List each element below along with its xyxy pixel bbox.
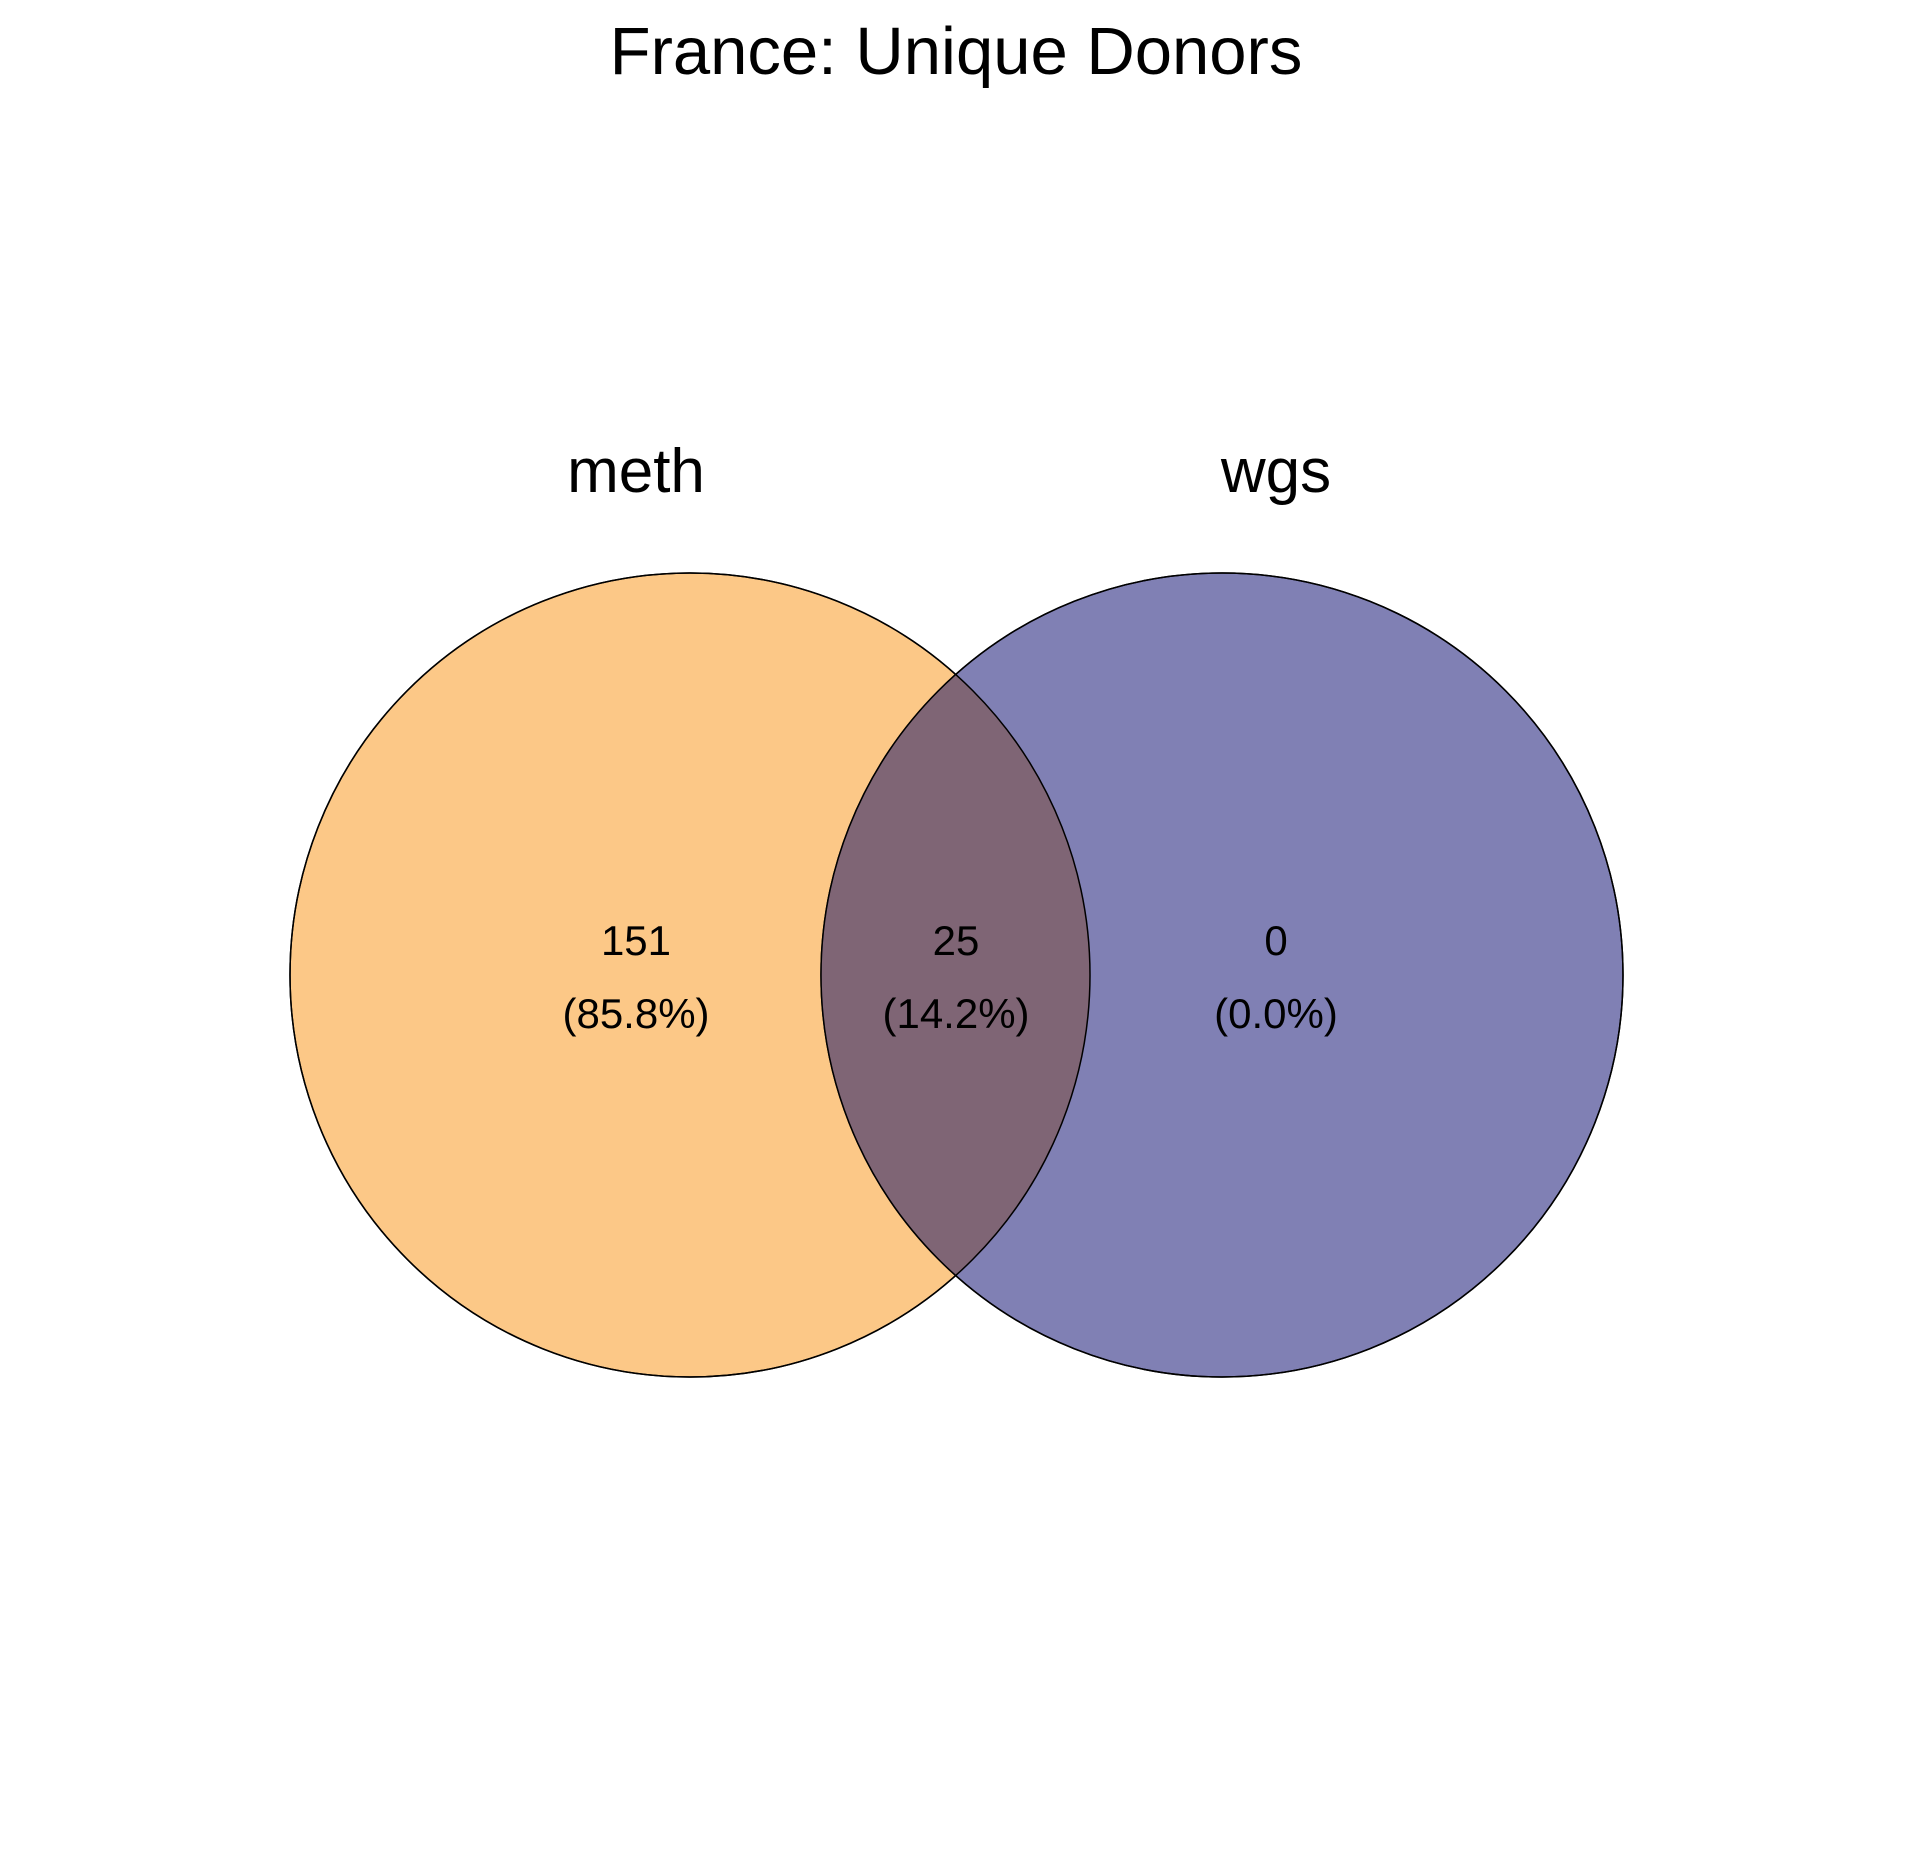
meth-only-count: 151	[601, 917, 671, 964]
circle-outline-meth	[289, 572, 1091, 1378]
overlap-count: 25	[933, 917, 980, 964]
meth-only-percent: (85.8%)	[562, 990, 709, 1037]
diagram-title: France: Unique Donors	[610, 14, 1303, 89]
wgs-only-percent: (0.0%)	[1214, 990, 1338, 1037]
circle-outline-wgs	[820, 572, 1624, 1378]
wgs-only-count: 0	[1264, 917, 1287, 964]
overlap-region	[821, 573, 1090, 1377]
set-label-wgs: wgs	[1220, 437, 1331, 506]
overlap-percent: (14.2%)	[882, 990, 1029, 1037]
set-label-meth: meth	[567, 437, 705, 506]
